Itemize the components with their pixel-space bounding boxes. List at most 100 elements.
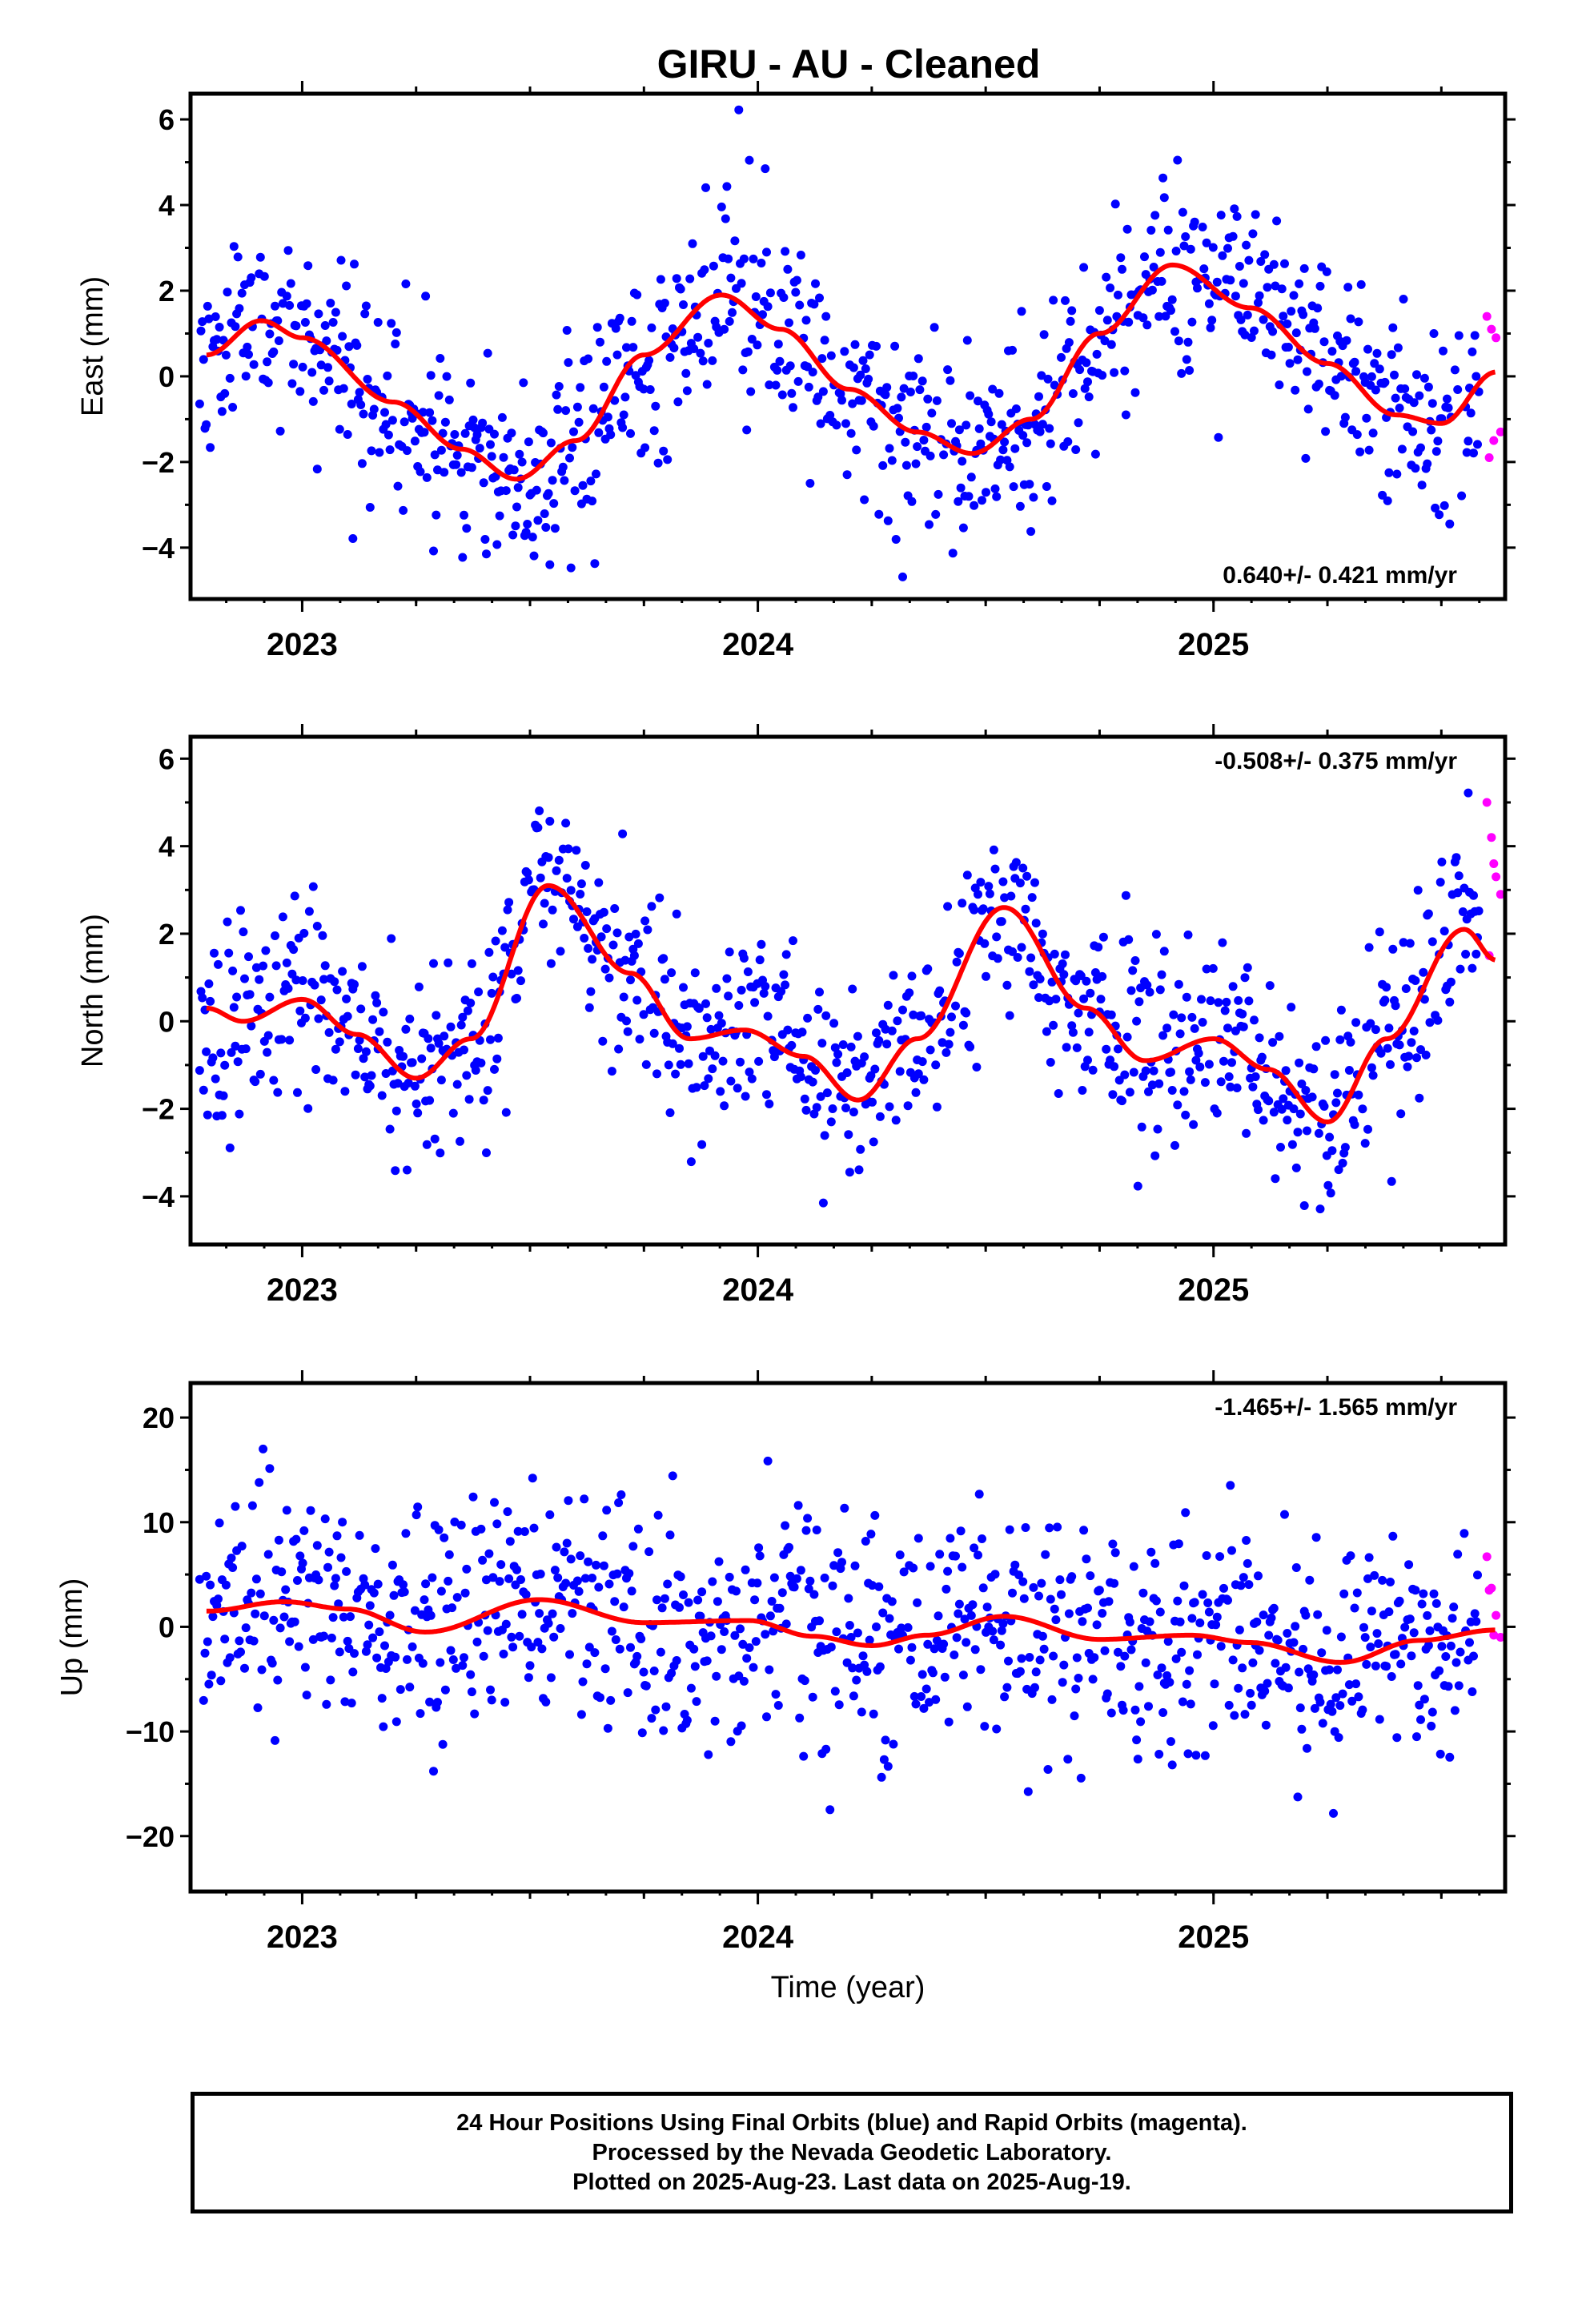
up-final-point (1396, 1659, 1406, 1669)
east-final-point (841, 419, 850, 428)
up-final-point (429, 1767, 438, 1776)
east-final-point (698, 356, 708, 366)
north-final-point (561, 818, 571, 828)
north-final-point (320, 961, 330, 971)
east-final-point (1232, 211, 1242, 221)
up-final-point (323, 1562, 332, 1572)
east-final-point (1259, 315, 1268, 324)
north-final-point (1277, 1104, 1287, 1114)
north-final-point (1336, 1005, 1346, 1015)
up-final-point (656, 1647, 665, 1657)
north-final-point (1086, 988, 1095, 998)
east-final-point (259, 271, 269, 281)
up-final-point (1110, 1578, 1119, 1588)
up-final-point (1437, 1642, 1447, 1651)
north-final-point (701, 999, 710, 1008)
up-final-point (479, 1651, 488, 1661)
east-final-point (1293, 355, 1303, 364)
east-final-point (586, 476, 596, 486)
north-final-point (631, 929, 640, 939)
up-final-point (870, 1510, 880, 1520)
east-final-point (1005, 462, 1014, 472)
up-final-point (1378, 1575, 1387, 1585)
north-final-point (620, 955, 630, 965)
north-final-point (1363, 1124, 1372, 1134)
up-final-point (777, 1588, 787, 1598)
north-final-point (1175, 1029, 1185, 1039)
east-final-point (615, 313, 624, 323)
north-final-point (554, 855, 564, 865)
north-final-point (195, 1066, 204, 1076)
up-final-point (737, 1721, 746, 1731)
east-final-point (426, 371, 436, 380)
north-final-point (545, 817, 555, 826)
up-final-point (1145, 1617, 1154, 1626)
north-final-point (387, 934, 396, 943)
east-final-point (513, 483, 523, 493)
east-final-point (425, 408, 435, 417)
up-final-point (749, 1663, 758, 1672)
east-final-point (228, 403, 238, 412)
east-final-point (610, 396, 620, 405)
east-fit-curve (206, 262, 1496, 482)
up-final-point (1413, 1681, 1423, 1691)
up-final-point (815, 1616, 824, 1626)
east-final-point (708, 356, 717, 365)
north-final-point (1439, 927, 1449, 936)
east-final-point (659, 446, 669, 456)
north-final-point (842, 1068, 852, 1077)
east-final-point (1364, 445, 1374, 455)
up-final-point (1155, 1607, 1165, 1617)
up-final-point (1010, 1560, 1020, 1570)
east-final-point (249, 360, 259, 369)
x-tick-label: 2023 (267, 627, 338, 662)
up-final-point (1283, 1629, 1292, 1638)
up-final-point (1163, 1637, 1173, 1647)
north-final-point (1276, 1143, 1285, 1152)
up-final-point (725, 1572, 734, 1582)
north-final-point (1259, 1116, 1268, 1125)
up-final-point (599, 1561, 608, 1570)
north-final-point (474, 987, 484, 997)
east-final-point (539, 428, 548, 438)
north-final-point (789, 936, 797, 946)
up-final-point (236, 1647, 245, 1657)
east-final-point (612, 350, 622, 360)
east-final-point (1342, 336, 1351, 345)
up-final-point (1041, 1550, 1050, 1559)
up-final-point (909, 1691, 919, 1701)
east-final-point (532, 485, 541, 495)
up-final-point (385, 1610, 395, 1620)
north-final-point (1323, 1180, 1333, 1190)
north-final-point (944, 1039, 954, 1049)
east-final-point (704, 339, 713, 348)
north-final-point (675, 1043, 684, 1053)
east-final-point (438, 428, 448, 438)
east-final-point (909, 372, 918, 380)
up-final-point (627, 1586, 636, 1596)
east-final-point (874, 509, 884, 519)
north-final-point (1194, 1048, 1203, 1058)
up-final-point (562, 1538, 572, 1548)
north-final-point (219, 1091, 228, 1100)
up-final-point (726, 1737, 736, 1747)
up-final-point (225, 1653, 235, 1663)
east-final-point (1473, 440, 1482, 449)
north-final-point (684, 1059, 693, 1068)
east-final-point (391, 328, 401, 337)
north-final-point (1346, 1037, 1355, 1047)
up-final-point (1317, 1648, 1327, 1658)
north-final-point (976, 878, 986, 887)
east-final-point (1009, 482, 1018, 492)
north-final-point (1299, 1201, 1309, 1210)
north-final-point (1238, 1009, 1247, 1019)
north-final-point (905, 988, 914, 998)
north-final-point (241, 1044, 251, 1054)
up-final-point (496, 1560, 506, 1570)
east-final-point (1427, 425, 1436, 435)
north-final-point (1129, 1068, 1138, 1077)
east-final-point (1343, 283, 1353, 292)
east-final-point (811, 279, 820, 288)
north-final-point (1419, 967, 1428, 977)
